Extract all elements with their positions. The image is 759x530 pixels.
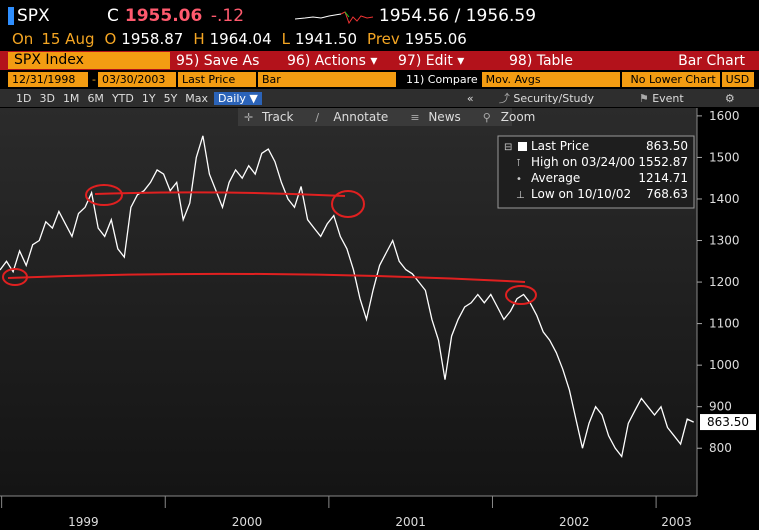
menu-button[interactable]: 95) Save As — [176, 52, 260, 69]
x-tick-label: 2000 — [232, 515, 263, 529]
legend-label: Low on 10/10/02 — [531, 187, 631, 201]
end-date[interactable]: 03/30/2003 — [97, 72, 176, 87]
menu-button[interactable]: 96) Actions ▾ — [287, 52, 378, 69]
settings-row: 12/31/1998 - 03/30/2003 Last Price Bar 1… — [0, 71, 759, 88]
menu-bar: SPX Index 95) Save As 96) Actions ▾ 97) Ed… — [0, 51, 759, 70]
start-date[interactable]: 12/31/1998 — [8, 72, 88, 87]
security-field[interactable]: SPX Index — [8, 52, 170, 69]
tool-icon: ✛ — [244, 111, 253, 124]
y-tick-label: 1400 — [709, 192, 740, 206]
legend-icon: ⊟ — [504, 142, 512, 153]
event-label: Event — [652, 91, 684, 105]
legend-label: High on 03/24/00 — [531, 155, 635, 169]
last-price-tag — [700, 414, 756, 431]
tool-icon: ∕ — [315, 111, 319, 124]
ohlc-label: H — [193, 30, 205, 48]
ohlc-row: On 15 Aug O 1958.87 H 1964.04 L 1941.50 Prev 1955… — [0, 29, 759, 49]
legend-value: 1552.87 — [638, 155, 688, 169]
frequency[interactable]: Daily ▼ — [214, 91, 262, 105]
mov-avgs[interactable]: Mov. Avgs — [481, 72, 620, 87]
ohlc-value: 1941.50 — [295, 30, 358, 48]
ohlc-value: 15 Aug — [41, 30, 95, 48]
annotations — [2, 184, 537, 305]
y-tick-label: 1300 — [709, 234, 740, 248]
close-flag: C — [107, 6, 119, 26]
chart-toolbar — [238, 108, 512, 126]
tool-button[interactable]: Track — [261, 110, 293, 124]
period-tab[interactable]: Max — [185, 91, 209, 105]
period-tab[interactable]: 3D — [39, 91, 55, 105]
x-tick-label: 1999 — [68, 515, 99, 529]
menu-button[interactable]: 98) Table — [509, 52, 573, 69]
legend-box — [497, 135, 695, 209]
change: -.12 — [210, 6, 245, 26]
ticker: SPX — [17, 6, 50, 26]
ohlc-label: On — [12, 30, 34, 48]
legend-value: 863.50 — [646, 139, 688, 153]
y-tick-label: 1000 — [709, 358, 740, 372]
y-tick-label: 1500 — [709, 150, 740, 164]
x-tick-label: 2003 — [661, 515, 692, 529]
price: 1955.06 — [124, 6, 203, 26]
menu-buttons: 95) Save As 96) Actions ▾ 97) Edit ▾ 98) Ta… — [176, 53, 678, 69]
ohlc-value: 1964.04 — [209, 30, 272, 48]
menu-button[interactable]: 97) Edit ▾ — [398, 52, 465, 69]
legend-icon: ⊥ — [516, 190, 525, 201]
collapse[interactable]: « — [466, 91, 474, 105]
x-tick-label: 2002 — [559, 515, 590, 529]
bid-ask: 1954.56 / 1956.59 — [378, 6, 537, 26]
legend-icon: ⊺ — [516, 158, 521, 169]
x-tick-label: 2001 — [395, 515, 426, 529]
last-price-tag-label: 863.50 — [707, 415, 749, 429]
study-label: Security/Study — [513, 92, 594, 105]
sparkline — [294, 11, 373, 25]
event-button[interactable]: ⚑ Event — [638, 91, 684, 105]
period-tabs: 1D 3D 1M 6M YTD 1Y 5Y Max — [12, 92, 212, 105]
x-axis-band — [0, 496, 759, 530]
currency[interactable]: USD — [721, 72, 754, 87]
period-tab[interactable]: 6M — [87, 91, 104, 105]
tool-button[interactable]: News — [428, 110, 460, 124]
style[interactable]: Bar — [257, 72, 396, 87]
tabs-row: 1D 3D 1M 6M YTD 1Y 5Y Max Daily ▼ « ⤴ Security/… — [0, 89, 759, 107]
ohlc-label: Prev — [367, 30, 400, 48]
legend-label: Last Price — [531, 139, 589, 153]
period-tab[interactable]: 1Y — [141, 91, 156, 105]
legend-icon: • — [516, 174, 522, 185]
lower-chart[interactable]: No Lower Chart — [621, 72, 720, 87]
price-line — [0, 135, 694, 459]
study-button[interactable]: ⤴ Security/Study — [498, 92, 594, 105]
settings-gear[interactable]: ⚙ — [724, 91, 735, 105]
quote-row: SPX C 1955.06 -.12 1954.56 / 1956.59 — [0, 4, 759, 28]
legend-value: 1214.71 — [638, 171, 688, 185]
ohlc-label: L — [281, 30, 290, 48]
y-tick-label: 800 — [709, 441, 732, 455]
period-tab[interactable]: 1D — [16, 91, 32, 105]
tool-icon: ⚲ — [483, 111, 491, 124]
period-tab[interactable]: YTD — [111, 91, 134, 105]
legend-value: 768.63 — [646, 187, 688, 201]
y-tick-label: 1600 — [709, 109, 740, 123]
period-tab[interactable]: 5Y — [163, 91, 178, 105]
y-tick-label: 1200 — [709, 275, 740, 289]
legend-swatch — [518, 142, 527, 151]
period-tab[interactable]: 1M — [62, 91, 80, 105]
y-tick-label: 1100 — [709, 317, 740, 331]
y-tick-label: 900 — [709, 400, 732, 414]
ohlc-value: 1955.06 — [404, 30, 467, 48]
compare[interactable]: 11) Compare — [405, 73, 478, 86]
ohlc-value: 1958.87 — [121, 30, 184, 48]
field[interactable]: Last Price — [177, 72, 256, 87]
ticker-marker — [8, 7, 14, 25]
ohlc-label: O — [104, 30, 117, 48]
legend-label: Average — [531, 171, 580, 185]
tool-button[interactable]: Annotate — [333, 110, 388, 124]
tool-icon: ≡ — [410, 111, 419, 124]
view-name: Bar Chart — [678, 52, 745, 69]
tool-button[interactable]: Zoom — [501, 110, 536, 124]
chart: ✛ Track ∕ Annotate ≡ News ⚲ Zoom 800 900 1000 1100 1… — [0, 108, 759, 530]
